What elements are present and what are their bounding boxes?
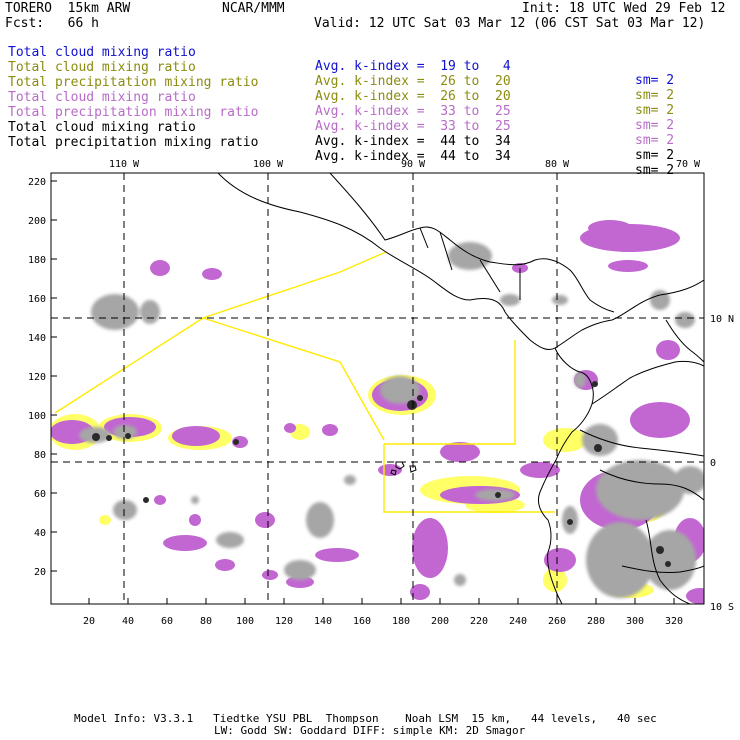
y-tick-label: 60 <box>34 489 46 500</box>
legend-row: Total cloud mixing ratio Avg. k-index = … <box>8 32 674 102</box>
grid-y-labels: 220 200 180 160 140 120 100 80 60 40 20 <box>28 177 46 578</box>
legend-smoothing: sm= 2 <box>635 133 675 148</box>
x-tick-label: 320 <box>665 616 683 627</box>
legend-kindex: Avg. k-index = 26 to 20 <box>315 74 511 89</box>
legend-row: Total cloud mixing ratio Avg. k-index = … <box>8 107 674 177</box>
y-tick-label: 120 <box>28 372 46 383</box>
legend-kindex: Avg. k-index = 44 to 34 <box>315 134 511 149</box>
forecast-hour: Fcst: 66 h <box>5 16 99 31</box>
x-tick-label: 160 <box>353 616 371 627</box>
y-tick-label: 160 <box>28 294 46 305</box>
model-info-line2: LW: Godd SW: Goddard DIFF: simple KM: 2D… <box>214 724 526 737</box>
legend-kindex: Avg. k-index = 44 to 34 <box>315 149 511 164</box>
lon-label: 110 W <box>109 159 140 170</box>
legend-field: Total precipitation mixing ratio <box>8 105 259 120</box>
x-tick-label: 200 <box>431 616 449 627</box>
dark-cores <box>92 381 671 567</box>
x-tick-label: 40 <box>122 616 134 627</box>
x-tick-label: 60 <box>161 616 173 627</box>
x-tick-label: 100 <box>236 616 254 627</box>
x-tick-label: 220 <box>470 616 488 627</box>
legend-row: Total precipitation mixing ratio Avg. k-… <box>8 62 674 132</box>
lon-label: 70 W <box>676 159 701 170</box>
legend-kindex: Avg. k-index = 26 to 20 <box>315 89 511 104</box>
latitude-labels: 10 N 0 10 S <box>710 314 734 613</box>
lon-label: 90 W <box>401 159 426 170</box>
lat-label: 0 <box>710 458 716 469</box>
x-tick-label: 180 <box>392 616 410 627</box>
legend-field: Total precipitation mixing ratio <box>8 135 259 150</box>
coastlines <box>217 173 704 604</box>
x-tick-label: 140 <box>314 616 332 627</box>
graticule <box>51 173 704 604</box>
y-tick-label: 220 <box>28 177 46 188</box>
x-tick-label: 120 <box>275 616 293 627</box>
map-frame <box>50 172 705 605</box>
lat-label: 10 S <box>710 602 734 613</box>
legend-field: Total precipitation mixing ratio <box>8 75 259 90</box>
y-tick-label: 80 <box>34 450 46 461</box>
lon-label: 80 W <box>545 159 570 170</box>
y-tick-label: 40 <box>34 528 46 539</box>
lat-label: 10 N <box>710 314 734 325</box>
legend-smoothing: sm= 2 <box>635 103 675 118</box>
legend-field: Total cloud mixing ratio <box>8 45 196 60</box>
gray-shading <box>79 242 704 598</box>
y-tick-label: 140 <box>28 333 46 344</box>
legend-kindex: Avg. k-index = 19 to 4 <box>315 59 511 74</box>
legend-smoothing: sm= 2 <box>635 148 675 163</box>
legend-field: Total cloud mixing ratio <box>8 60 196 75</box>
legend-row: Total cloud mixing ratio Avg. k-index = … <box>8 77 674 147</box>
x-tick-label: 80 <box>200 616 212 627</box>
frame-ticks <box>51 180 675 604</box>
legend-row: Total precipitation mixing ratio Avg. k-… <box>8 122 674 192</box>
legend-field: Total cloud mixing ratio <box>8 90 196 105</box>
legend-row: Total cloud mixing ratio Avg. k-index = … <box>8 47 674 117</box>
legend-row: Total precipitation mixing ratio Avg. k-… <box>8 92 674 162</box>
legend-kindex: Avg. k-index = 33 to 25 <box>315 119 511 134</box>
legend-smoothing: sm= 2 <box>635 73 675 88</box>
init-time: Init: 18 UTC Wed 29 Feb 12 <box>522 1 726 16</box>
longitude-labels: 110 W 100 W 90 W 80 W 70 W <box>109 159 701 170</box>
y-tick-label: 20 <box>34 567 46 578</box>
x-tick-label: 280 <box>587 616 605 627</box>
y-tick-label: 180 <box>28 255 46 266</box>
x-tick-label: 260 <box>548 616 566 627</box>
organization: NCAR/MMM <box>222 1 285 16</box>
x-tick-label: 300 <box>626 616 644 627</box>
y-tick-label: 100 <box>28 411 46 422</box>
x-tick-label: 20 <box>83 616 95 627</box>
legend-kindex: Avg. k-index = 33 to 25 <box>315 104 511 119</box>
valid-time: Valid: 12 UTC Sat 03 Mar 12 (06 CST Sat … <box>314 16 706 31</box>
legend-smoothing: sm= 2 <box>635 118 675 133</box>
grid-x-labels: 20 40 60 80 100 120 140 160 180 200 220 … <box>83 616 683 627</box>
model-info-line1: Model Info: V3.3.1 Tiedtke YSU PBL Thomp… <box>74 712 657 725</box>
legend-smoothing: sm= 2 <box>635 88 675 103</box>
model-name: TORERO 15km ARW <box>5 1 131 16</box>
domain-boundaries <box>54 251 555 513</box>
x-tick-label: 240 <box>509 616 527 627</box>
legend-field: Total cloud mixing ratio <box>8 120 196 135</box>
lon-label: 100 W <box>253 159 284 170</box>
legend-smoothing: sm= 2 <box>635 163 675 178</box>
y-tick-label: 200 <box>28 216 46 227</box>
map-field-layer <box>51 173 704 604</box>
